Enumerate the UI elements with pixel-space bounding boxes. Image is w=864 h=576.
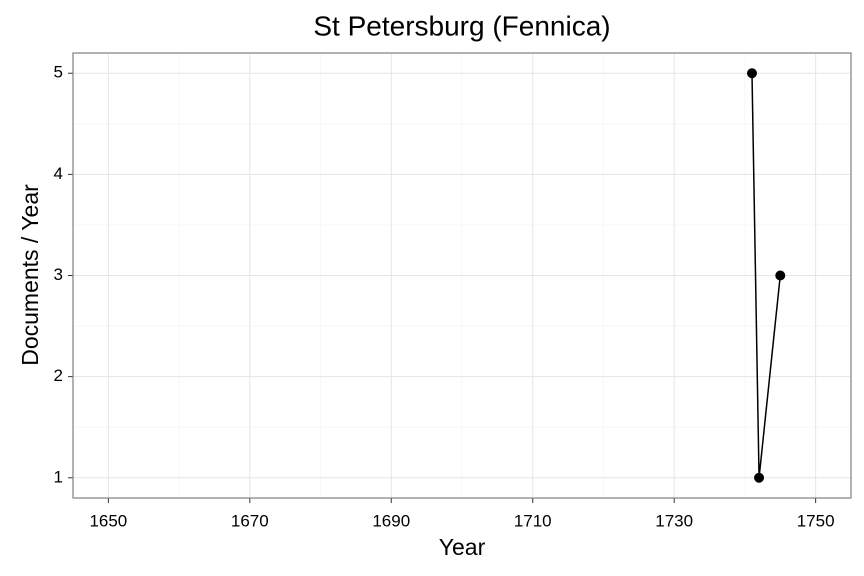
point [754,472,765,483]
x-tick-label: 1690 [372,511,410,530]
y-axis-label: Documents / Year [17,184,43,366]
point [775,270,786,281]
x-tick-label: 1670 [231,511,269,530]
x-tick-label: 1750 [797,511,835,530]
x-tick-label: 1710 [514,511,552,530]
y-tick-label: 5 [54,63,63,82]
y-tick-label: 2 [54,366,63,385]
y-tick-label: 4 [54,164,63,183]
x-axis-label: Year [439,534,486,560]
x-tick-label: 1650 [89,511,127,530]
chart-title: St Petersburg (Fennica) [313,10,610,41]
y-tick-label: 1 [54,467,63,486]
point [746,68,757,79]
x-tick-label: 1730 [655,511,693,530]
panel-border [72,52,852,499]
y-tick-label: 3 [54,265,63,284]
